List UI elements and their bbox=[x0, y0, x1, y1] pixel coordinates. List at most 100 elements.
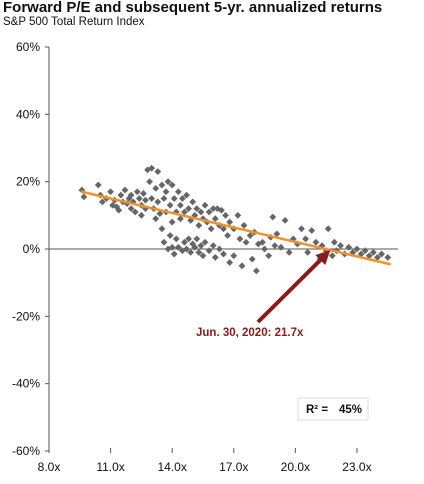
data-point bbox=[146, 178, 153, 186]
data-point bbox=[384, 254, 392, 261]
data-point bbox=[127, 205, 135, 212]
trend-line-group bbox=[80, 190, 392, 266]
data-point bbox=[345, 243, 353, 251]
data-point bbox=[226, 259, 234, 266]
data-point bbox=[374, 254, 381, 261]
data-point bbox=[209, 205, 217, 212]
data-point bbox=[259, 238, 266, 246]
chart-subtitle: S&P 500 Total Return Index bbox=[3, 16, 145, 28]
x-tick-label: 14.0x bbox=[157, 460, 186, 474]
annotation-arrow-head bbox=[315, 250, 331, 265]
data-point bbox=[271, 242, 279, 250]
data-point bbox=[148, 195, 156, 202]
data-point bbox=[152, 215, 160, 223]
data-point bbox=[240, 222, 248, 229]
data-point bbox=[174, 188, 182, 196]
annotation-arrow-group bbox=[256, 250, 331, 324]
data-point bbox=[168, 181, 176, 189]
data-point bbox=[170, 195, 178, 202]
data-point bbox=[312, 238, 320, 246]
data-point bbox=[353, 245, 361, 253]
data-point bbox=[211, 215, 219, 223]
data-point bbox=[183, 245, 190, 253]
data-point bbox=[361, 247, 369, 255]
data-point bbox=[248, 255, 256, 263]
data-point bbox=[211, 254, 219, 261]
data-point bbox=[166, 232, 174, 239]
data-point bbox=[191, 243, 199, 251]
data-point bbox=[78, 186, 86, 194]
data-point bbox=[98, 198, 106, 206]
data-point bbox=[168, 243, 176, 251]
x-tick-label: 20.0x bbox=[281, 460, 310, 474]
data-point bbox=[261, 245, 268, 253]
r-squared-value: 45% bbox=[339, 404, 362, 416]
data-point bbox=[174, 243, 182, 251]
data-point bbox=[113, 203, 121, 211]
data-point bbox=[148, 164, 156, 172]
data-point bbox=[197, 208, 205, 216]
data-point bbox=[121, 186, 129, 194]
data-point bbox=[246, 232, 254, 239]
data-point bbox=[154, 168, 162, 175]
data-point bbox=[117, 191, 125, 199]
data-point bbox=[179, 195, 186, 202]
data-point bbox=[218, 206, 225, 214]
r-squared-frame bbox=[297, 397, 369, 421]
data-point bbox=[201, 238, 209, 246]
r-squared-label: R² = bbox=[306, 404, 328, 416]
data-point bbox=[187, 216, 195, 224]
data-point bbox=[273, 230, 281, 238]
data-point bbox=[230, 225, 238, 233]
data-point bbox=[269, 213, 277, 221]
data-point bbox=[199, 252, 207, 260]
data-point bbox=[302, 235, 310, 243]
x-tick-label: 11.0x bbox=[96, 460, 124, 474]
y-tick-label: -40% bbox=[12, 377, 40, 391]
data-point bbox=[187, 248, 195, 256]
y-tick-label: 60% bbox=[16, 40, 40, 54]
data-point bbox=[127, 191, 135, 199]
annotation-arrow-shaft bbox=[256, 258, 322, 324]
y-tick-label: 40% bbox=[16, 107, 40, 121]
data-point bbox=[330, 238, 338, 246]
data-point bbox=[209, 242, 217, 250]
data-point bbox=[304, 248, 312, 256]
data-point bbox=[378, 250, 385, 258]
data-point bbox=[158, 225, 166, 233]
data-point bbox=[185, 205, 192, 212]
data-point bbox=[215, 245, 223, 253]
x-tick-label: 23.0x bbox=[342, 460, 371, 474]
data-point bbox=[205, 208, 213, 216]
data-point bbox=[213, 205, 221, 212]
data-point bbox=[298, 225, 305, 233]
data-point bbox=[242, 238, 250, 246]
data-point bbox=[337, 242, 344, 250]
x-tick-label: 17.0x bbox=[219, 460, 248, 474]
axes: 60% 40% 20% 0% -20% -40% -60% 8.0x 11.0x 14.0x 17.… bbox=[12, 40, 398, 474]
data-point bbox=[222, 211, 229, 219]
data-point bbox=[195, 222, 203, 229]
data-point bbox=[234, 211, 242, 219]
data-point bbox=[207, 225, 215, 233]
data-point bbox=[193, 235, 201, 243]
y-tick-label: -60% bbox=[12, 444, 40, 458]
data-points bbox=[78, 164, 392, 275]
data-point bbox=[162, 188, 170, 196]
data-point bbox=[201, 201, 209, 209]
data-point bbox=[135, 195, 143, 202]
data-point bbox=[160, 195, 168, 202]
data-point bbox=[226, 218, 234, 226]
data-point bbox=[160, 238, 168, 246]
data-point bbox=[131, 208, 139, 216]
data-point bbox=[189, 240, 197, 248]
data-point bbox=[164, 178, 172, 186]
data-point bbox=[170, 250, 178, 258]
data-point bbox=[140, 190, 147, 197]
data-point bbox=[281, 216, 289, 224]
data-point bbox=[265, 252, 273, 260]
data-point bbox=[172, 235, 180, 243]
data-point bbox=[324, 225, 332, 233]
x-tick-label: 8.0x bbox=[38, 460, 61, 474]
data-point bbox=[181, 238, 188, 246]
